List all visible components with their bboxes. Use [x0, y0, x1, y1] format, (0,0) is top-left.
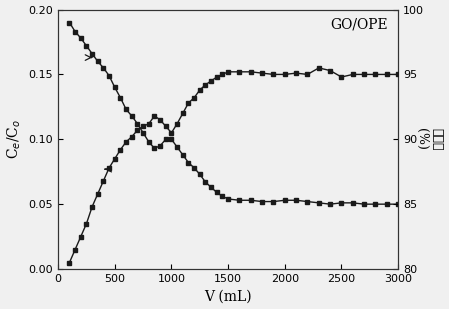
X-axis label: V (mL): V (mL) — [204, 290, 252, 303]
Y-axis label: C$_e$/C$_o$: C$_e$/C$_o$ — [5, 119, 23, 159]
Y-axis label: 去除率
(%): 去除率 (%) — [415, 128, 444, 150]
Text: GO/OPE: GO/OPE — [330, 17, 388, 31]
